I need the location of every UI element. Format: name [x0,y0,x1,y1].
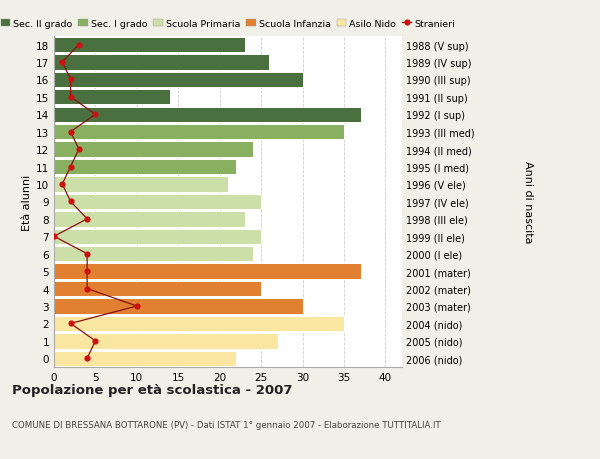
Bar [54,351,236,366]
Bar [54,264,361,279]
Bar [54,299,302,314]
Text: COMUNE DI BRESSANA BOTTARONE (PV) - Dati ISTAT 1° gennaio 2007 - Elaborazione TU: COMUNE DI BRESSANA BOTTARONE (PV) - Dati… [12,420,440,429]
Bar [54,142,253,157]
Bar [54,316,344,331]
Text: Popolazione per età scolastica - 2007: Popolazione per età scolastica - 2007 [12,383,293,396]
Bar [54,125,344,140]
Legend: Sec. II grado, Sec. I grado, Scuola Primaria, Scuola Infanzia, Asilo Nido, Stran: Sec. II grado, Sec. I grado, Scuola Prim… [1,20,455,29]
Bar [54,38,245,53]
Bar [54,333,278,349]
Bar [54,177,228,192]
Y-axis label: Età alunni: Età alunni [22,174,32,230]
Bar [54,73,302,88]
Bar [54,281,261,297]
Bar [54,194,261,210]
Bar [54,229,261,244]
Y-axis label: Anni di nascita: Anni di nascita [523,161,533,243]
Bar [54,212,245,227]
Bar [54,90,170,105]
Bar [54,107,361,123]
Bar [54,246,253,262]
Bar [54,55,269,71]
Bar [54,160,236,175]
